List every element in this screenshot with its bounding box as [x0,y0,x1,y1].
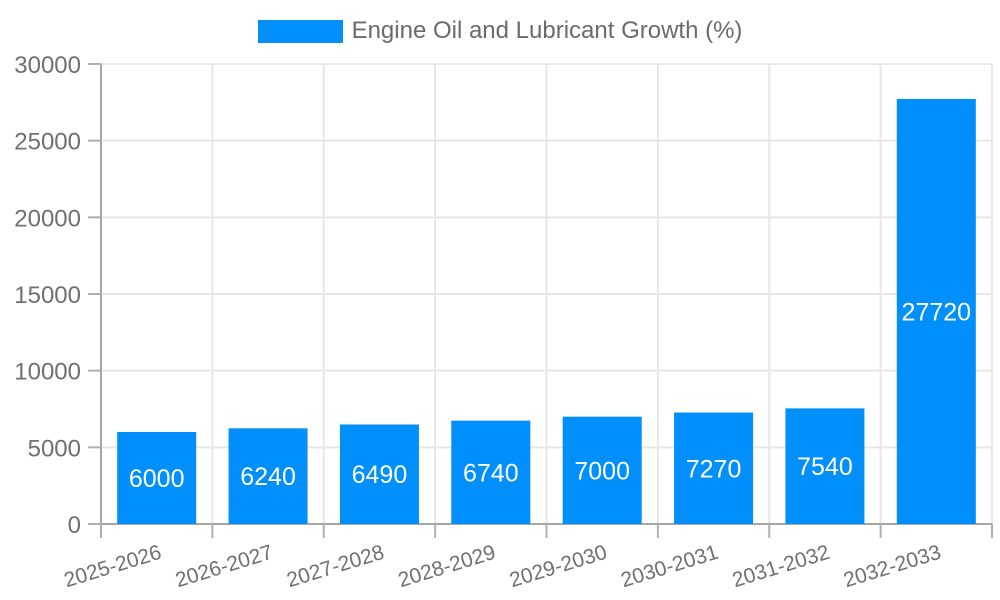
x-tick-label: 2028-2029 [396,541,499,592]
y-tick-label: 10000 [14,359,81,386]
bar-value-label: 6000 [129,465,185,493]
y-tick-label: 20000 [14,205,81,232]
x-tick-label: 2032-2033 [841,541,944,592]
y-tick-label: 0 [68,512,81,539]
bar-value-label: 7540 [797,453,853,481]
bar-value-label: 6740 [463,459,519,487]
x-tick-label: 2026-2027 [173,541,276,592]
x-tick-label: 2029-2030 [507,541,610,592]
y-tick-label: 15000 [14,282,81,309]
bar[interactable] [785,408,865,524]
bar[interactable] [117,432,197,524]
bar-value-label: 27720 [902,298,972,326]
chart-legend[interactable]: Engine Oil and Lubricant Growth (%) [0,16,1000,46]
legend-swatch-icon [257,19,343,43]
bar[interactable] [451,420,531,524]
bar[interactable] [228,428,308,524]
x-tick-label: 2027-2028 [284,541,387,592]
bar[interactable] [562,416,642,524]
x-tick-label: 2031-2032 [730,541,833,592]
y-tick-label: 25000 [14,129,81,156]
x-tick-label: 2025-2026 [61,541,164,592]
legend-label: Engine Oil and Lubricant Growth (%) [351,17,743,44]
bar-value-label: 7000 [574,457,630,485]
x-tick-label: 2030-2031 [618,541,721,592]
bar[interactable] [674,412,754,524]
bar-value-label: 6240 [240,463,296,491]
y-tick-label: 30000 [14,52,81,79]
y-tick-label: 5000 [28,435,81,462]
bar-value-label: 7270 [686,455,742,483]
bar[interactable] [339,424,419,524]
bar[interactable] [896,98,976,525]
bar-value-label: 6490 [352,461,408,489]
